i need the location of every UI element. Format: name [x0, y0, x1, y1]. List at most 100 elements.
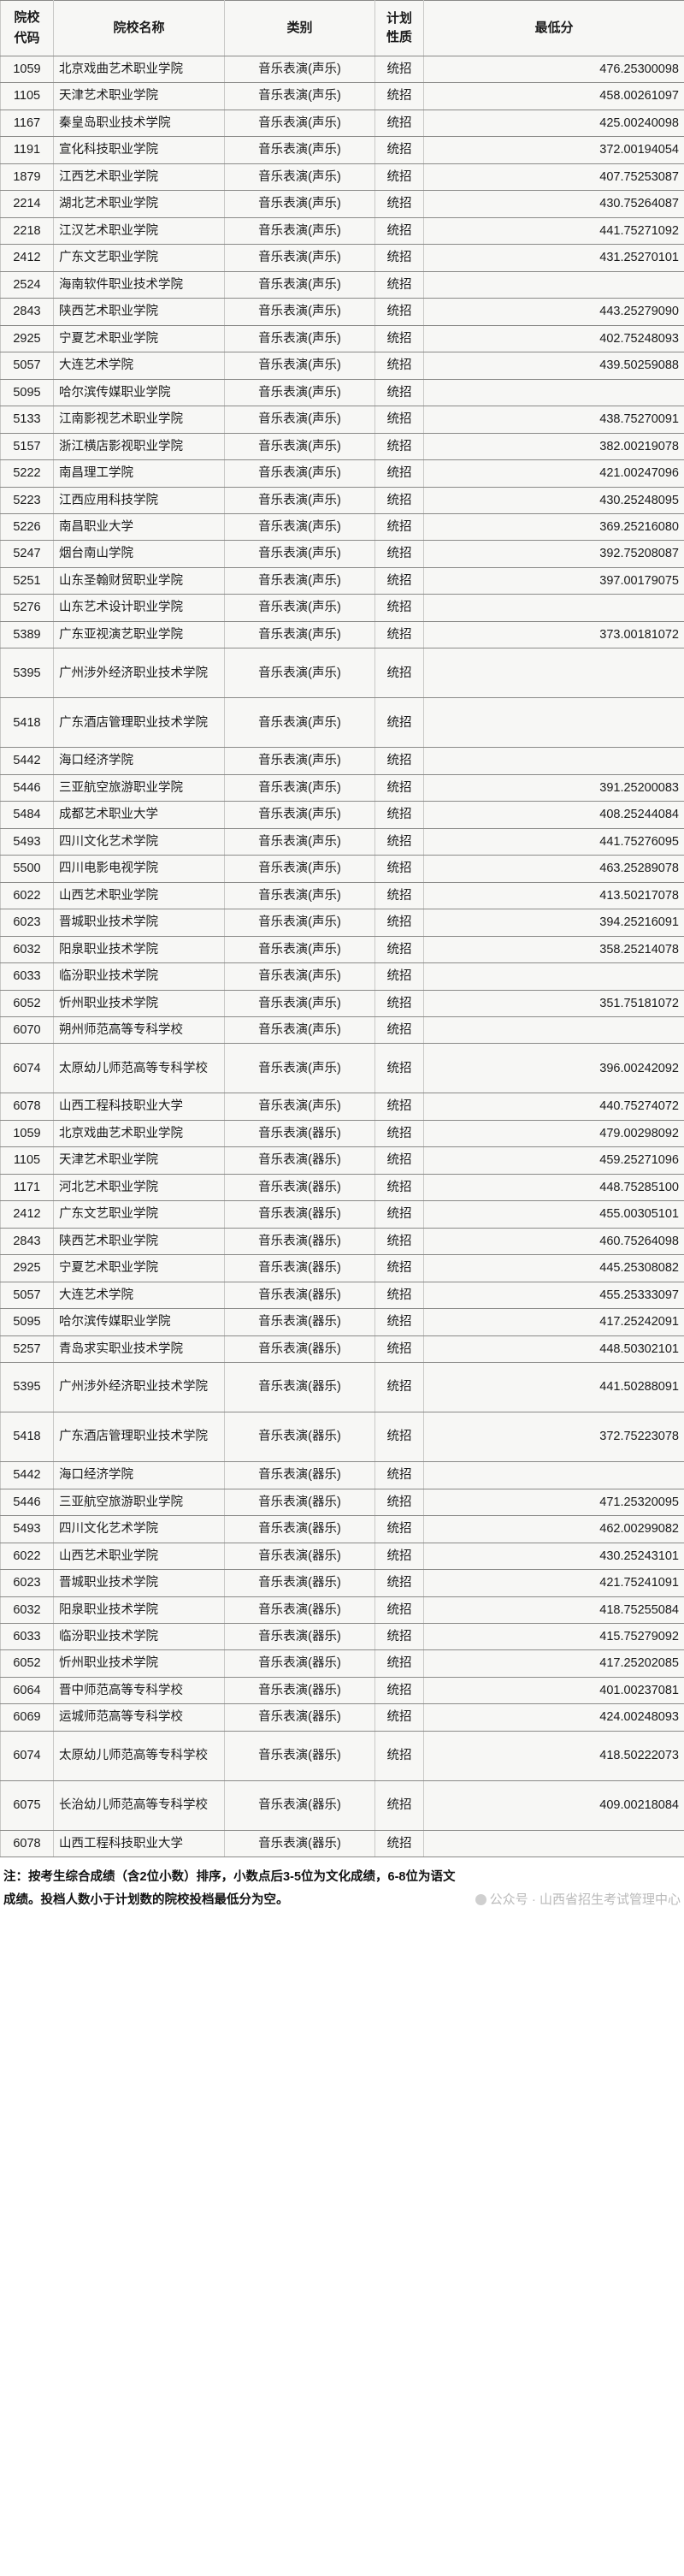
table-header: 院校 代码 院校名称 类别 计划 性质 最低分: [0, 0, 684, 56]
cell-min-score: 394.25216091: [423, 909, 684, 937]
cell-plan-type: 统招: [374, 1780, 424, 1831]
table-row: 5223 江西应用科技学院 音乐表演(声乐) 统招 430.25248095: [0, 486, 684, 514]
cell-category: 音乐表演(声乐): [224, 594, 375, 622]
cell-plan-type: 统招: [374, 1829, 424, 1858]
cell-min-score: 417.25202085: [423, 1649, 684, 1678]
cell-min-score: 455.25333097: [423, 1281, 684, 1310]
header-school-code-line2: 代码: [14, 31, 40, 45]
table-row: 6033 临汾职业技术学院 音乐表演(声乐) 统招: [0, 962, 684, 991]
table-row: 6078 山西工程科技职业大学 音乐表演(声乐) 统招 440.75274072: [0, 1093, 684, 1121]
cell-category: 音乐表演(声乐): [224, 432, 375, 461]
cell-plan-type: 统招: [374, 1488, 424, 1517]
cell-school-name: 阳泉职业技术学院: [53, 935, 225, 964]
header-min-score: 最低分: [423, 0, 684, 56]
cell-school-name: 海南软件职业技术学院: [53, 270, 225, 299]
cell-category: 音乐表演(声乐): [224, 773, 375, 802]
cell-school-name: 晋城职业技术学院: [53, 909, 225, 937]
header-school-code-line1: 院校: [14, 10, 40, 25]
table-row: 6078 山西工程科技职业大学 音乐表演(器乐) 统招: [0, 1829, 684, 1858]
cell-school-name: 南昌理工学院: [53, 459, 225, 488]
table-row: 1105 天津艺术职业学院 音乐表演(声乐) 统招 458.00261097: [0, 82, 684, 110]
cell-category: 音乐表演(器乐): [224, 1622, 375, 1651]
cell-school-name: 太原幼儿师范高等专科学校: [53, 1730, 225, 1781]
cell-plan-type: 统招: [374, 827, 424, 856]
cell-school-code: 2843: [0, 1227, 54, 1256]
cell-plan-type: 统招: [374, 1412, 424, 1463]
cell-category: 音乐表演(声乐): [224, 881, 375, 910]
table-row: 6033 临汾职业技术学院 音乐表演(器乐) 统招 415.75279092: [0, 1622, 684, 1651]
cell-school-code: 5157: [0, 432, 54, 461]
table-row: 5157 浙江横店影视职业学院 音乐表演(声乐) 统招 382.00219078: [0, 432, 684, 461]
table-row: 6064 晋中师范高等专科学校 音乐表演(器乐) 统招 401.00237081: [0, 1676, 684, 1705]
cell-plan-type: 统招: [374, 566, 424, 595]
table-row: 5095 哈尔滨传媒职业学院 音乐表演(声乐) 统招: [0, 378, 684, 407]
cell-plan-type: 统招: [374, 620, 424, 649]
table-row: 6075 长治幼儿师范高等专科学校 音乐表演(器乐) 统招 409.00218084: [0, 1780, 684, 1831]
cell-school-code: 6074: [0, 1043, 54, 1094]
cell-plan-type: 统招: [374, 909, 424, 937]
cell-school-name: 宁夏艺术职业学院: [53, 324, 225, 353]
cell-category: 音乐表演(声乐): [224, 163, 375, 192]
table-row: 5493 四川文化艺术学院 音乐表演(器乐) 统招 462.00299082: [0, 1515, 684, 1543]
table-row: 6074 太原幼儿师范高等专科学校 音乐表演(声乐) 统招 396.00242092: [0, 1043, 684, 1094]
cell-min-score: 391.25200083: [423, 773, 684, 802]
cell-school-name: 广东酒店管理职业技术学院: [53, 697, 225, 749]
cell-plan-type: 统招: [374, 136, 424, 164]
cell-school-name: 晋城职业技术学院: [53, 1569, 225, 1597]
cell-category: 音乐表演(器乐): [224, 1703, 375, 1732]
table-row: 5057 大连艺术学院 音乐表演(器乐) 统招 455.25333097: [0, 1281, 684, 1310]
cell-category: 音乐表演(声乐): [224, 801, 375, 829]
cell-category: 音乐表演(声乐): [224, 855, 375, 883]
table-row: 6069 运城师范高等专科学校 音乐表演(器乐) 统招 424.00248093: [0, 1703, 684, 1732]
cell-school-code: 6078: [0, 1829, 54, 1858]
cell-school-code: 5251: [0, 566, 54, 595]
cell-plan-type: 统招: [374, 1676, 424, 1705]
cell-school-name: 三亚航空旅游职业学院: [53, 773, 225, 802]
cell-school-name: 陕西艺术职业学院: [53, 1227, 225, 1256]
cell-category: 音乐表演(器乐): [224, 1780, 375, 1831]
cell-category: 音乐表演(声乐): [224, 136, 375, 164]
cell-plan-type: 统招: [374, 1362, 424, 1413]
cell-plan-type: 统招: [374, 1043, 424, 1094]
cell-plan-type: 统招: [374, 747, 424, 775]
cell-school-name: 四川文化艺术学院: [53, 1515, 225, 1543]
cell-plan-type: 统招: [374, 1569, 424, 1597]
cell-school-name: 青岛求实职业技术学院: [53, 1335, 225, 1364]
cell-plan-type: 统招: [374, 1093, 424, 1121]
cell-plan-type: 统招: [374, 486, 424, 514]
cell-min-score: 372.75223078: [423, 1412, 684, 1463]
cell-category: 音乐表演(器乐): [224, 1596, 375, 1624]
table-row: 5226 南昌职业大学 音乐表演(声乐) 统招 369.25216080: [0, 512, 684, 542]
cell-category: 音乐表演(声乐): [224, 298, 375, 326]
cell-school-code: 1105: [0, 1146, 54, 1175]
cell-school-code: 1171: [0, 1173, 54, 1202]
cell-min-score: [423, 962, 684, 991]
cell-plan-type: 统招: [374, 540, 424, 568]
cell-min-score: 396.00242092: [423, 1043, 684, 1094]
cell-school-name: 四川电影电视学院: [53, 855, 225, 883]
table-row: 2843 陕西艺术职业学院 音乐表演(器乐) 统招 460.75264098: [0, 1227, 684, 1256]
table-row: 6023 晋城职业技术学院 音乐表演(声乐) 统招 394.25216091: [0, 909, 684, 937]
cell-plan-type: 统招: [374, 190, 424, 218]
cell-min-score: 462.00299082: [423, 1515, 684, 1543]
table-row: 5257 青岛求实职业技术学院 音乐表演(器乐) 统招 448.50302101: [0, 1335, 684, 1364]
cell-school-name: 山西艺术职业学院: [53, 1542, 225, 1571]
cell-school-code: 6022: [0, 881, 54, 910]
cell-plan-type: 统招: [374, 881, 424, 910]
cell-school-name: 陕西艺术职业学院: [53, 298, 225, 326]
cell-school-name: 烟台南山学院: [53, 540, 225, 568]
cell-plan-type: 统招: [374, 1281, 424, 1310]
cell-plan-type: 统招: [374, 648, 424, 699]
cell-school-code: 5247: [0, 540, 54, 568]
cell-plan-type: 统招: [374, 697, 424, 749]
cell-plan-type: 统招: [374, 163, 424, 192]
cell-min-score: 417.25242091: [423, 1308, 684, 1336]
table-row: 5395 广州涉外经济职业技术学院 音乐表演(器乐) 统招 441.50288091: [0, 1362, 684, 1413]
footnote-line-2: 成绩。投档人数小于计划数的院校投档最低分为空。: [3, 1893, 289, 1908]
cell-plan-type: 统招: [374, 1649, 424, 1678]
cell-category: 音乐表演(器乐): [224, 1542, 375, 1571]
cell-min-score: [423, 648, 684, 699]
cell-school-code: 5057: [0, 352, 54, 380]
cell-plan-type: 统招: [374, 378, 424, 407]
cell-school-name: 河北艺术职业学院: [53, 1173, 225, 1202]
